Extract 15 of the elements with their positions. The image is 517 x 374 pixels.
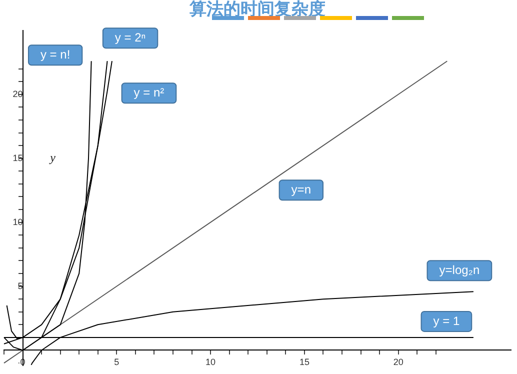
- x-tick-label: 10: [206, 357, 216, 368]
- x-tick-label: 20: [393, 357, 404, 368]
- x-tick-label: 15: [299, 357, 310, 368]
- series-label: y = 2ⁿ: [114, 30, 146, 44]
- y-axis-title: y: [49, 150, 56, 165]
- x-tick-label: 5: [114, 357, 120, 368]
- series-label: y = n!: [40, 47, 70, 62]
- y-tick-label: 20: [12, 88, 23, 99]
- series-label: y=n: [291, 182, 311, 196]
- text: y = n²: [134, 85, 164, 100]
- series-label: y = 1: [433, 314, 460, 328]
- chart-title: 算法的时间复杂度: [188, 0, 326, 20]
- y-tick-label: 15: [12, 152, 23, 163]
- series-label: y=log₂n: [439, 262, 480, 277]
- y-tick-label: 10: [12, 216, 23, 227]
